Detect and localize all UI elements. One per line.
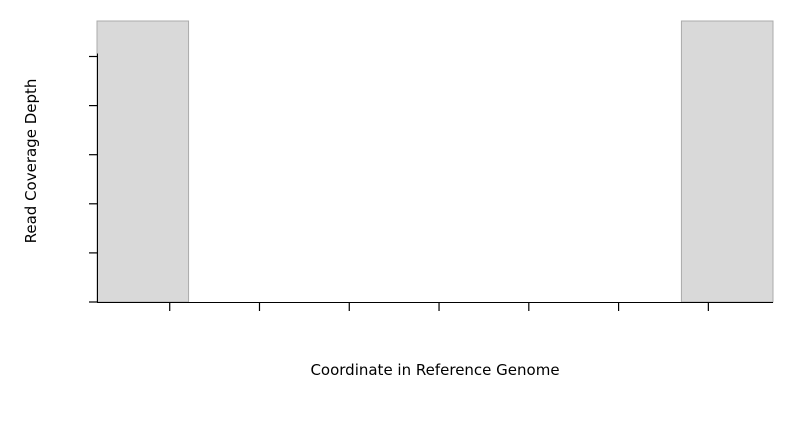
y-axis-label: Read Coverage Depth [22,78,40,244]
x-axis-label: Coordinate in Reference Genome [310,361,560,379]
shaded-region [96,20,190,303]
shaded-region [680,20,774,303]
